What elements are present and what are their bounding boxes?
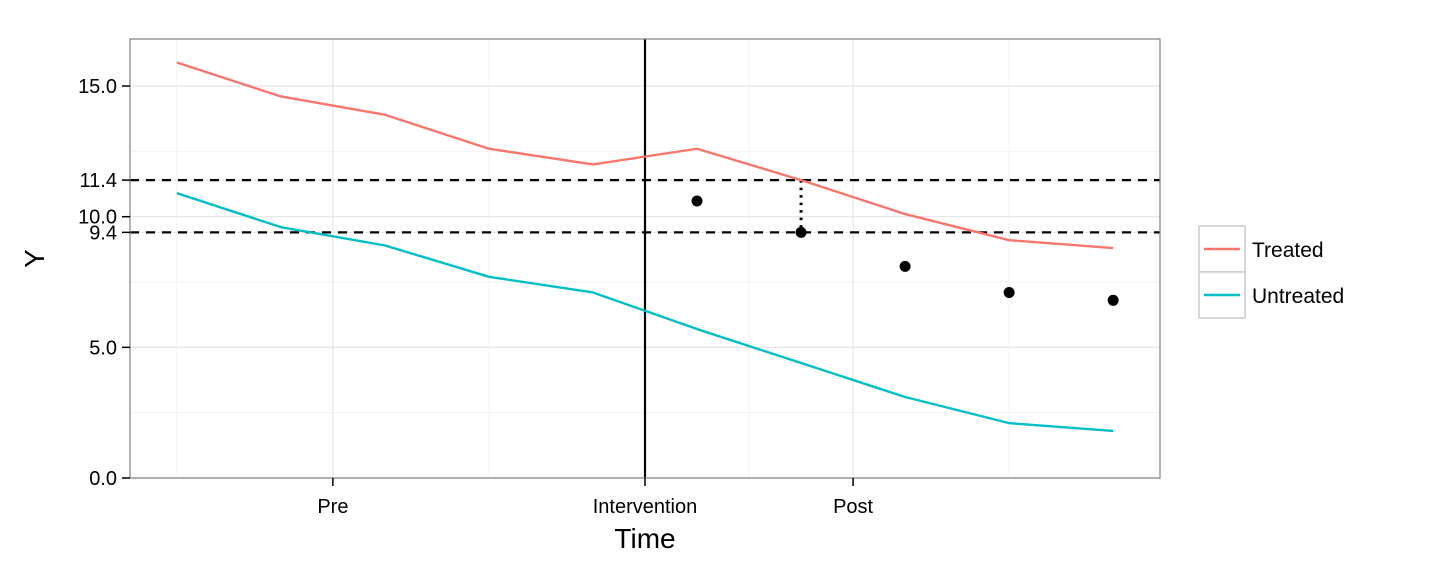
y-tick-label: 11.4	[80, 170, 117, 192]
axes-layer: 0.0 5.0 9.410.0 11.4 15.0 Pre Intervention Post	[78, 76, 873, 518]
y-tick-label: 9.4	[89, 222, 117, 244]
legend-label: Untreated	[1252, 285, 1344, 308]
series-line-treated	[176, 61, 1114, 250]
counterfactual-points	[691, 195, 1119, 306]
data-point	[691, 195, 703, 207]
x-axis-title: Time	[614, 523, 675, 554]
legend: Treated Untreated	[1198, 225, 1344, 319]
y-tick-label: 0.0	[89, 468, 117, 490]
data-point	[795, 226, 807, 238]
data-point	[899, 260, 911, 272]
legend-label: Treated	[1252, 239, 1324, 262]
data-point	[1107, 294, 1119, 306]
y-tick-label: 15.0	[78, 76, 117, 98]
y-axis-title: Y	[19, 249, 50, 268]
x-tick-label: Pre	[317, 496, 348, 518]
x-tick-label: Post	[833, 496, 873, 518]
data-point	[1003, 286, 1015, 298]
reference-lines	[130, 39, 1160, 478]
y-tick-label: 5.0	[89, 337, 117, 359]
y-tick-label: 10.0	[78, 207, 117, 229]
x-tick-label: Intervention	[593, 496, 698, 518]
series-layer	[176, 61, 1114, 433]
series-line-untreated	[176, 192, 1114, 433]
